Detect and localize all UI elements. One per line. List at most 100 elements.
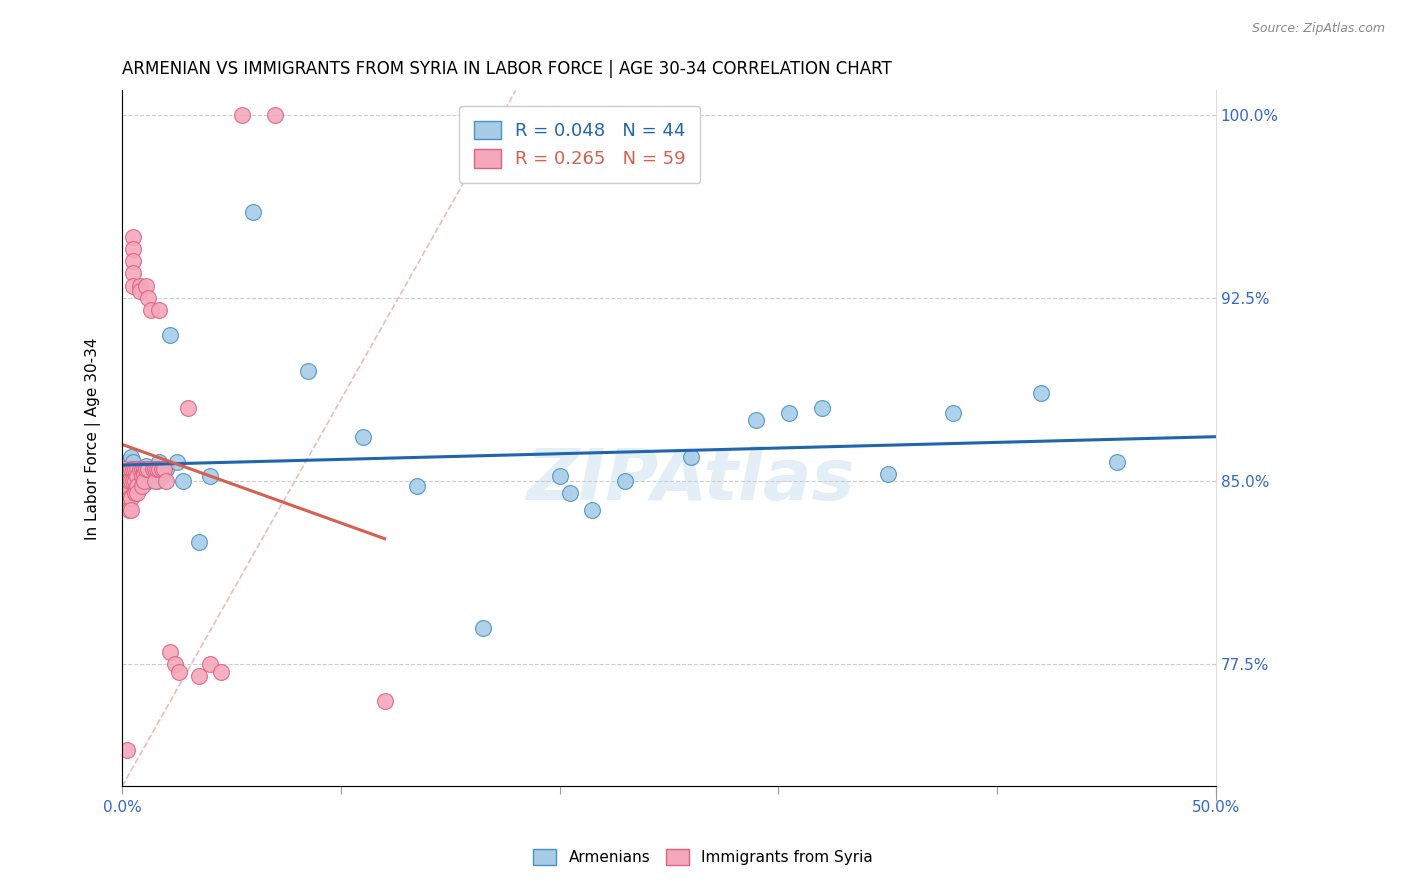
Point	[120, 503, 142, 517]
Point	[122, 254, 145, 268]
Point	[138, 462, 160, 476]
Point	[120, 462, 142, 476]
Point	[146, 462, 169, 476]
Point	[122, 267, 145, 281]
Legend: Armenians, Immigrants from Syria: Armenians, Immigrants from Syria	[527, 843, 879, 871]
Point	[128, 469, 150, 483]
Point	[124, 462, 146, 476]
Point	[159, 645, 181, 659]
Point	[198, 657, 221, 672]
Point	[264, 108, 287, 122]
Point	[122, 454, 145, 468]
Point	[127, 469, 149, 483]
Point	[297, 364, 319, 378]
Point	[132, 474, 155, 488]
Point	[131, 462, 153, 476]
Point	[177, 401, 200, 415]
Point	[122, 278, 145, 293]
Point	[124, 474, 146, 488]
Point	[112, 462, 135, 476]
Point	[614, 474, 637, 488]
Point	[139, 462, 162, 476]
Point	[148, 462, 170, 476]
Point	[115, 474, 138, 488]
Point	[132, 474, 155, 488]
Point	[352, 430, 374, 444]
Point	[132, 462, 155, 476]
Point	[581, 503, 603, 517]
Point	[128, 462, 150, 476]
Point	[163, 657, 186, 672]
Point	[128, 278, 150, 293]
Text: ARMENIAN VS IMMIGRANTS FROM SYRIA IN LABOR FORCE | AGE 30-34 CORRELATION CHART: ARMENIAN VS IMMIGRANTS FROM SYRIA IN LAB…	[122, 60, 891, 78]
Point	[231, 108, 253, 122]
Point	[942, 406, 965, 420]
Point	[159, 327, 181, 342]
Point	[198, 469, 221, 483]
Point	[548, 469, 571, 483]
Point	[118, 491, 141, 505]
Point	[120, 474, 142, 488]
Point	[406, 479, 429, 493]
Point	[472, 621, 495, 635]
Point	[138, 291, 160, 305]
Point	[135, 459, 157, 474]
Point	[118, 503, 141, 517]
Point	[143, 469, 166, 483]
Text: ZIPAtlas: ZIPAtlas	[526, 446, 855, 515]
Point	[172, 474, 194, 488]
Point	[155, 474, 177, 488]
Point	[131, 479, 153, 493]
Point	[135, 278, 157, 293]
Point	[187, 669, 209, 683]
Point	[560, 486, 582, 500]
Point	[127, 462, 149, 476]
Point	[132, 467, 155, 481]
Point	[122, 462, 145, 476]
Point	[127, 486, 149, 500]
Point	[132, 462, 155, 476]
Point	[127, 462, 149, 476]
Point	[115, 486, 138, 500]
Point	[1107, 454, 1129, 468]
Point	[142, 462, 165, 476]
Point	[138, 474, 160, 488]
Point	[120, 491, 142, 505]
Point	[148, 303, 170, 318]
Point	[876, 467, 898, 481]
Point	[122, 474, 145, 488]
Point	[811, 401, 834, 415]
Point	[127, 479, 149, 493]
Point	[778, 406, 800, 420]
Point	[124, 486, 146, 500]
Point	[122, 242, 145, 256]
Point	[120, 450, 142, 464]
Point	[142, 467, 165, 481]
Point	[187, 535, 209, 549]
Point	[143, 462, 166, 476]
Point	[128, 284, 150, 298]
Point	[148, 454, 170, 468]
Point	[122, 229, 145, 244]
Point	[118, 462, 141, 476]
Point	[1029, 386, 1052, 401]
Point	[167, 665, 190, 679]
Point	[155, 462, 177, 476]
Point	[166, 454, 188, 468]
Point	[131, 474, 153, 488]
Point	[146, 474, 169, 488]
Point	[374, 694, 396, 708]
Point	[115, 454, 138, 468]
Point	[150, 469, 173, 483]
Y-axis label: In Labor Force | Age 30-34: In Labor Force | Age 30-34	[86, 337, 101, 540]
Point	[124, 474, 146, 488]
Point	[745, 413, 768, 427]
Point	[122, 462, 145, 476]
Point	[143, 474, 166, 488]
Point	[118, 474, 141, 488]
Point	[150, 462, 173, 476]
Point	[124, 467, 146, 481]
Point	[112, 479, 135, 493]
Point	[152, 462, 174, 476]
Point	[209, 665, 232, 679]
